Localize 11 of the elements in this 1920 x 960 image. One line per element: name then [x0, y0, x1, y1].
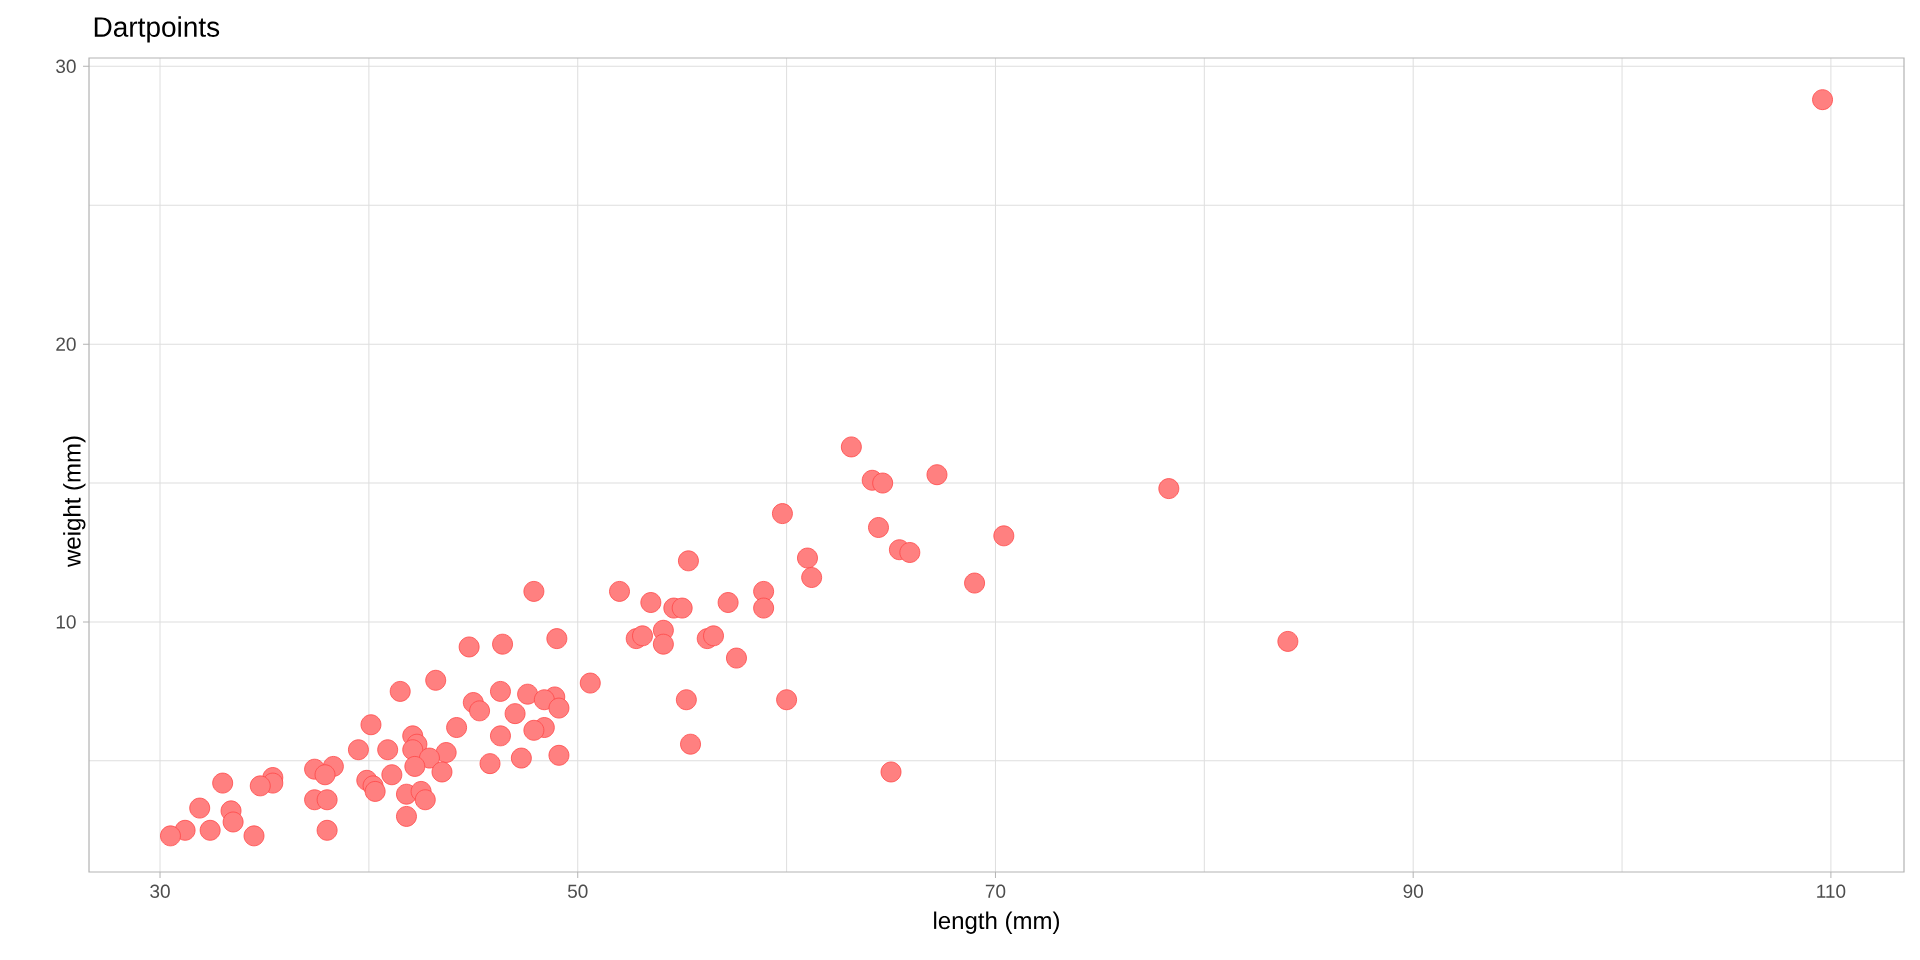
x-tick-label: 110 — [1817, 884, 1846, 898]
y-tick-label: 10 — [56, 615, 76, 629]
x-tick-label: 90 — [1403, 884, 1423, 898]
y-tick-label: 30 — [56, 59, 76, 74]
y-tick-label: 20 — [56, 337, 76, 351]
x-tick-label: 70 — [985, 884, 1006, 898]
chart-title: Dartpoints — [94, 16, 220, 43]
x-axis-title: length (mm) — [934, 911, 1059, 934]
x-tick-label: 50 — [567, 884, 588, 898]
x-tick-label: 30 — [150, 884, 170, 898]
y-axis-title: weight (mm) — [63, 436, 86, 568]
